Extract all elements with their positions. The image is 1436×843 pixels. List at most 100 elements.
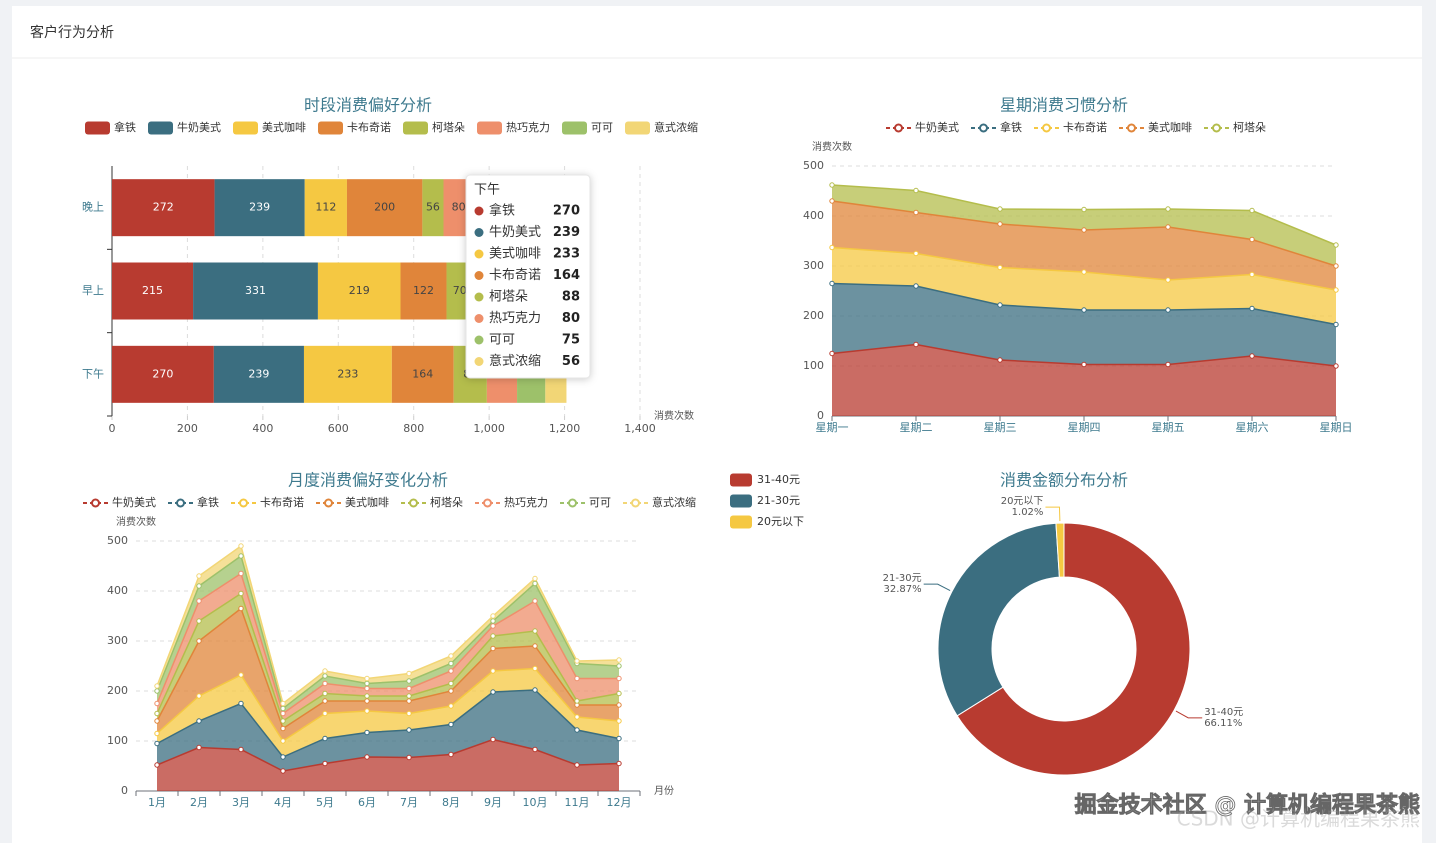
- legend-label[interactable]: 美式咖啡: [262, 120, 306, 134]
- point: [406, 670, 412, 677]
- area: [157, 573, 619, 721]
- point: [238, 570, 244, 577]
- point: [196, 718, 202, 724]
- legend-label[interactable]: 热巧克力: [504, 496, 548, 509]
- tooltip-dot: [474, 249, 484, 259]
- tooltip-value: 270: [553, 204, 580, 219]
- legend-label[interactable]: 可可: [591, 121, 613, 134]
- area: [832, 247, 1336, 325]
- legend-label[interactable]: 热巧克力: [506, 121, 550, 134]
- page-title: 客户行为分析: [30, 24, 114, 41]
- legend-label[interactable]: 柯塔朵: [430, 496, 463, 509]
- line: [156, 572, 619, 715]
- point: [448, 688, 454, 694]
- point: [532, 628, 538, 634]
- legend-icon: [568, 498, 577, 508]
- tooltip-name: 美式咖啡: [489, 247, 541, 262]
- point: [196, 583, 202, 589]
- bar-value-label: 219: [349, 284, 370, 297]
- area: [157, 739, 619, 791]
- point: [1333, 263, 1339, 269]
- tooltip-name: 可可: [489, 333, 515, 348]
- y-tick-label: 早上: [82, 284, 104, 297]
- point: [913, 283, 919, 289]
- point: [154, 718, 160, 724]
- y-tick-label: 400: [803, 209, 824, 222]
- legend-icon: [631, 498, 640, 508]
- x-tick-label: 7月: [400, 796, 418, 809]
- point: [322, 673, 328, 679]
- x-axis-name: 消费次数: [654, 409, 694, 422]
- legend-label[interactable]: 牛奶美式: [915, 120, 959, 134]
- x-tick-label: 8月: [442, 796, 460, 809]
- y-tick-label: 0: [817, 409, 824, 422]
- point: [1081, 307, 1087, 313]
- point: [238, 543, 244, 549]
- point: [364, 675, 370, 682]
- legend-label[interactable]: 牛奶美式: [112, 495, 156, 509]
- y-tick-label: 0: [121, 784, 128, 797]
- legend-icon: [477, 121, 502, 135]
- bar-segment: [303, 345, 392, 403]
- point: [280, 710, 286, 717]
- point: [364, 754, 370, 760]
- area: [832, 185, 1336, 266]
- x-tick-label: 400: [252, 422, 273, 435]
- legend-label[interactable]: 卡布奇诺: [260, 496, 304, 509]
- point: [616, 657, 622, 663]
- legend-label[interactable]: 意式浓缩: [654, 120, 698, 134]
- tooltip-name: 牛奶美式: [489, 225, 541, 240]
- legend-label[interactable]: 拿铁: [1000, 120, 1022, 134]
- legend-label[interactable]: 美式咖啡: [1148, 120, 1192, 134]
- point: [322, 690, 328, 697]
- x-tick-label: 星期五: [1152, 421, 1185, 434]
- x-tick-label: 星期二: [900, 421, 933, 434]
- point: [238, 605, 244, 612]
- bar-segment: [214, 179, 305, 237]
- chart-title: 月度消费偏好变化分析: [288, 471, 448, 490]
- legend-label[interactable]: 拿铁: [114, 120, 136, 134]
- tooltip-dot: [474, 335, 484, 345]
- legend-label[interactable]: 卡布奇诺: [1063, 121, 1107, 134]
- x-tick-label: 6月: [358, 796, 376, 809]
- x-axis-name: 月份: [654, 785, 674, 797]
- point: [154, 710, 160, 717]
- legend-label[interactable]: 柯塔朵: [432, 121, 465, 134]
- legend-label[interactable]: 美式咖啡: [345, 495, 389, 509]
- point: [616, 690, 622, 697]
- point: [238, 700, 244, 707]
- legend-label[interactable]: 31-40元: [757, 473, 800, 486]
- legend-label[interactable]: 21-30元: [757, 494, 800, 507]
- legend-label[interactable]: 可可: [589, 496, 611, 509]
- point: [574, 727, 580, 733]
- point: [1081, 206, 1087, 213]
- x-tick-label: 10月: [523, 796, 548, 809]
- x-tick-label: 星期三: [984, 421, 1017, 434]
- bar-segment: [193, 262, 318, 320]
- x-tick-label: 3月: [232, 796, 250, 809]
- point: [616, 702, 622, 708]
- tooltip-value: 233: [553, 247, 580, 262]
- legend-label[interactable]: 拿铁: [197, 495, 219, 509]
- point: [406, 727, 412, 733]
- legend-label[interactable]: 柯塔朵: [1233, 121, 1266, 134]
- point: [364, 698, 370, 704]
- tooltip-value: 80: [562, 311, 580, 326]
- bar-value-label: 270: [152, 367, 173, 380]
- point: [997, 264, 1003, 271]
- point: [913, 250, 919, 257]
- point: [829, 198, 835, 204]
- point: [196, 744, 202, 751]
- legend-label[interactable]: 牛奶美式: [177, 120, 221, 134]
- legend-label[interactable]: 20元以下: [757, 515, 804, 528]
- point: [280, 768, 286, 774]
- point: [616, 718, 622, 724]
- y-tick-label: 晚上: [82, 201, 104, 214]
- point: [490, 689, 496, 695]
- legend-label[interactable]: 卡布奇诺: [347, 121, 391, 134]
- chart-title: 时段消费偏好分析: [304, 96, 432, 115]
- legend-label[interactable]: 意式浓缩: [652, 495, 696, 509]
- x-tick-label: 星期日: [1320, 421, 1353, 434]
- area: [157, 690, 619, 771]
- point: [1249, 305, 1255, 312]
